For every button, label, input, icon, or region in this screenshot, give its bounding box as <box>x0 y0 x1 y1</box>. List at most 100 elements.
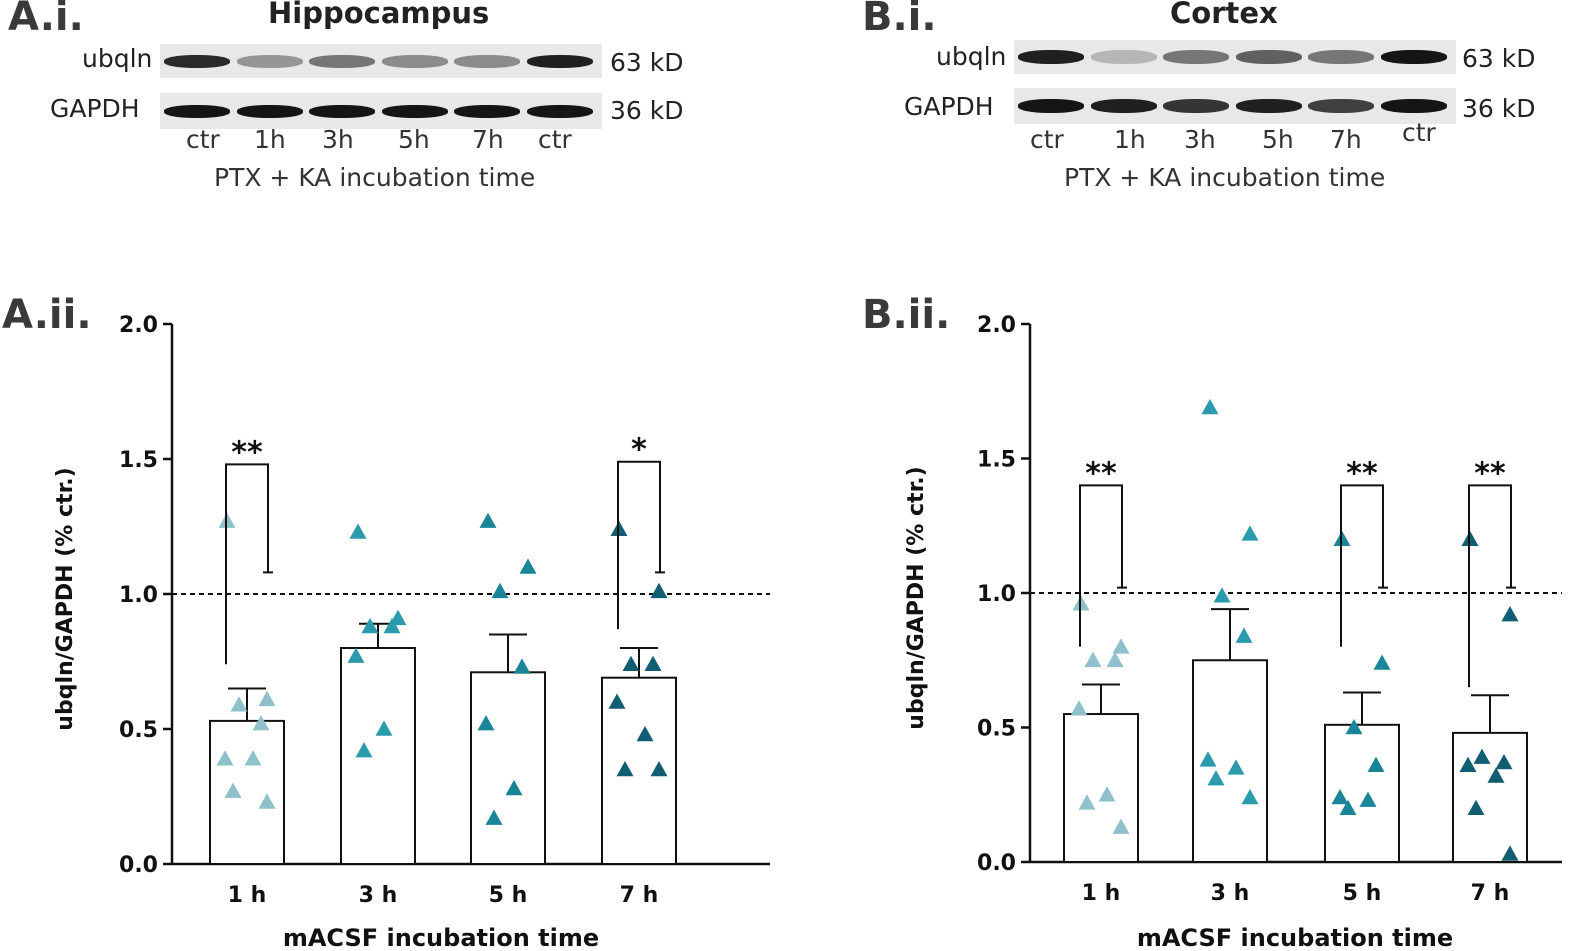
blot-band <box>236 54 303 68</box>
blot-row-label: ubqln <box>82 44 153 73</box>
data-point <box>1241 788 1259 805</box>
data-point <box>1199 751 1217 767</box>
blot-band <box>1018 99 1084 113</box>
significance-bracket <box>1468 484 1512 688</box>
data-point <box>224 782 242 798</box>
x-tick-label: 3 h <box>1211 881 1250 906</box>
data-point <box>1201 398 1219 415</box>
data-point <box>1459 756 1477 772</box>
data-point <box>1112 638 1130 654</box>
blot-row-label: GAPDH <box>904 92 994 121</box>
significance-bracket <box>1340 484 1384 647</box>
data-point <box>491 582 509 599</box>
lane-label: 5h <box>398 125 430 154</box>
blot-band <box>164 104 230 118</box>
bar <box>1452 731 1528 863</box>
data-point <box>244 750 262 766</box>
data-point <box>1373 654 1391 670</box>
data-point <box>1367 756 1385 772</box>
bar <box>209 719 285 866</box>
blot-caption: PTX + KA incubation time <box>1064 163 1386 192</box>
data-point <box>258 690 276 707</box>
data-point <box>1467 799 1485 815</box>
y-tick-label: 0.5 <box>977 717 1016 742</box>
blot-band <box>309 54 375 68</box>
data-point <box>1106 651 1124 668</box>
data-point <box>1098 786 1116 802</box>
y-tick-label: 0.0 <box>977 851 1016 876</box>
blot-band <box>1380 50 1447 64</box>
panel-label-a-i: A.i. <box>8 0 84 40</box>
data-point <box>1112 818 1130 834</box>
y-tick-label: 2.0 <box>119 313 158 338</box>
data-point <box>1241 525 1259 541</box>
x-tick-label: 5 h <box>489 883 528 908</box>
blot-band <box>1380 99 1447 113</box>
significance-label: * <box>631 433 647 468</box>
data-point <box>622 655 640 671</box>
y-tick-label: 1.5 <box>977 448 1016 473</box>
kd-marker: 36 kD <box>610 96 684 125</box>
data-point <box>1207 770 1225 786</box>
blot-band <box>1163 99 1229 113</box>
data-point <box>650 582 668 599</box>
data-point <box>1495 753 1513 770</box>
lane-label: 1h <box>254 125 286 154</box>
blot-band <box>1090 50 1157 64</box>
blot-band <box>381 104 448 118</box>
data-point <box>355 742 373 758</box>
lane-label: 1h <box>1114 125 1146 154</box>
bar <box>1063 713 1139 863</box>
blot-title: Hippocampus <box>268 0 490 30</box>
y-tick-label: 2.0 <box>977 313 1016 338</box>
data-point <box>636 725 654 742</box>
lane-label: 5h <box>1262 125 1294 154</box>
blot-title: Cortex <box>1170 0 1278 30</box>
blot-band <box>1308 99 1374 113</box>
data-point <box>230 696 248 712</box>
data-point <box>477 715 495 731</box>
data-point <box>1345 719 1363 735</box>
kd-marker: 63 kD <box>610 48 684 77</box>
data-point <box>258 793 276 809</box>
data-point <box>1487 767 1505 783</box>
lane-label: ctr <box>1402 118 1436 147</box>
data-point <box>375 720 393 736</box>
x-tick-label: 3 h <box>359 883 398 908</box>
blot-band <box>454 104 520 118</box>
panel-label-a-ii: A.ii. <box>2 292 92 338</box>
y-axis-label: ubqln/GAPDH (% ctr.) <box>53 467 78 730</box>
data-point <box>1070 700 1088 716</box>
kd-marker: 36 kD <box>1462 94 1536 123</box>
bar <box>340 647 416 865</box>
data-point <box>1227 759 1245 775</box>
lane-label: ctr <box>1030 125 1064 154</box>
lane-label: 7h <box>472 125 504 154</box>
y-tick-label: 1.5 <box>119 448 158 473</box>
lane-label: 3h <box>322 125 354 154</box>
y-tick-label: 1.0 <box>977 582 1016 607</box>
blot-band <box>526 104 593 118</box>
data-point <box>1501 845 1519 861</box>
data-point <box>252 715 270 731</box>
bar-chart-cortex: 0.0 0.5 1.0 1.5 2.0 ubqln/GAPDH (% ctr.) mACSF… <box>904 313 1562 951</box>
bar-chart-hippocampus: 0.0 0.5 1.0 1.5 2.0 ubqln/GAPDH (% ctr.) mACSF… <box>53 313 770 951</box>
lane-label: ctr <box>186 125 220 154</box>
blot-band <box>1308 50 1374 64</box>
x-tick-label: 7 h <box>620 883 659 908</box>
x-tick-label: 1 h <box>228 883 267 908</box>
kd-marker: 63 kD <box>1462 44 1536 73</box>
y-tick-label: 0.0 <box>119 853 158 878</box>
data-point <box>1213 587 1231 603</box>
data-point <box>1501 606 1519 622</box>
significance-label: ** <box>231 435 263 470</box>
data-point <box>485 809 503 825</box>
x-tick-label: 7 h <box>1471 881 1510 906</box>
lane-label: ctr <box>538 125 572 154</box>
data-point <box>1339 799 1357 815</box>
x-tick-label: 5 h <box>1343 881 1382 906</box>
data-point <box>1084 651 1102 668</box>
data-point <box>513 658 531 674</box>
blot-band <box>1090 99 1157 113</box>
panel-label-b-i: B.i. <box>862 0 937 40</box>
